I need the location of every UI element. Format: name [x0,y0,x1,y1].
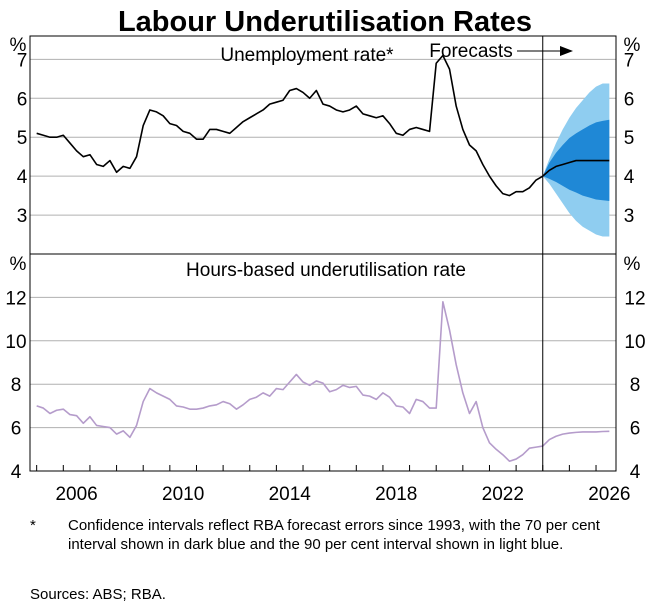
bottom-panel-title: Hours-based underutilisation rate [186,260,466,281]
chart-frame [29,35,617,472]
bottom-panel-series [36,300,610,463]
unemployment-rate-line [36,54,544,197]
top-panel-title: Unemployment rate* [220,45,394,66]
sources-note: Sources: ABS; RBA. [30,586,166,603]
y-tick-label-right: 3 [624,206,635,227]
y-tick-label-left: 8 [11,375,22,396]
top-right-unit-label: % [624,35,641,56]
x-tick-label: 2022 [482,484,524,505]
y-tick-label-right: 6 [624,89,635,110]
x-tick-label: 2010 [162,484,204,505]
x-tick-label: 2026 [588,484,630,505]
y-tick-label-left: 4 [17,167,28,188]
x-tick-label: 2014 [269,484,312,505]
y-tick-label-right: 4 [630,462,641,483]
y-tick-label-right: 5 [624,128,635,149]
y-tick-label-right: 8 [630,375,641,396]
forecasts-arrow-icon [517,46,573,56]
x-tick-label: 2018 [375,484,417,505]
y-tick-label-left: 6 [11,419,22,440]
y-tick-label-left: 10 [5,332,26,353]
top-left-unit-label: % [10,35,27,56]
bottom-panel-grid [30,296,616,429]
unemployment-forecast-line [542,159,610,177]
bottom-left-unit-label: % [10,254,27,275]
forecasts-label: Forecasts [429,41,512,62]
y-tick-label-left: 6 [17,89,28,110]
footnote-text: Confidence intervals reflect RBA forecas… [68,517,600,553]
footnote-marker: * [30,517,36,534]
top-panel-grid [30,58,616,216]
y-tick-label-left: 7 [17,50,28,71]
chart-title: Labour Underutilisation Rates [118,6,532,38]
y-tick-label-right: 12 [624,288,645,309]
y-tick-label-left: 4 [11,462,22,483]
bottom-right-unit-label: % [624,254,641,275]
y-tick-label-left: 5 [17,128,28,149]
y-tick-label-right: 6 [630,419,641,440]
y-tick-label-right: 10 [624,332,645,353]
axis-ticks: 3 3 4 4 5 5 6 6 7 7 4 4 6 6 8 8 10 10 12 12 2006 2010 2014 2018… [5,50,645,505]
y-tick-label-left: 3 [17,206,28,227]
y-tick-label-right: 7 [624,50,635,71]
y-tick-label-left: 12 [5,288,26,309]
y-tick-label-right: 4 [624,167,635,188]
x-tick-label: 2006 [55,484,97,505]
top-panel-series [36,54,610,197]
hours-underutilisation-line [36,300,610,463]
